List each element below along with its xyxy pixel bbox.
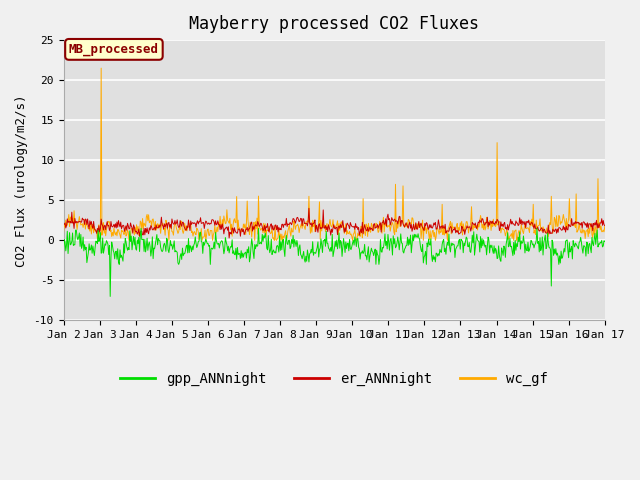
Title: Mayberry processed CO2 Fluxes: Mayberry processed CO2 Fluxes: [189, 15, 479, 33]
Text: MB_processed: MB_processed: [69, 43, 159, 56]
Y-axis label: CO2 Flux (urology/m2/s): CO2 Flux (urology/m2/s): [15, 94, 28, 266]
Legend: gpp_ANNnight, er_ANNnight, wc_gf: gpp_ANNnight, er_ANNnight, wc_gf: [115, 367, 554, 392]
